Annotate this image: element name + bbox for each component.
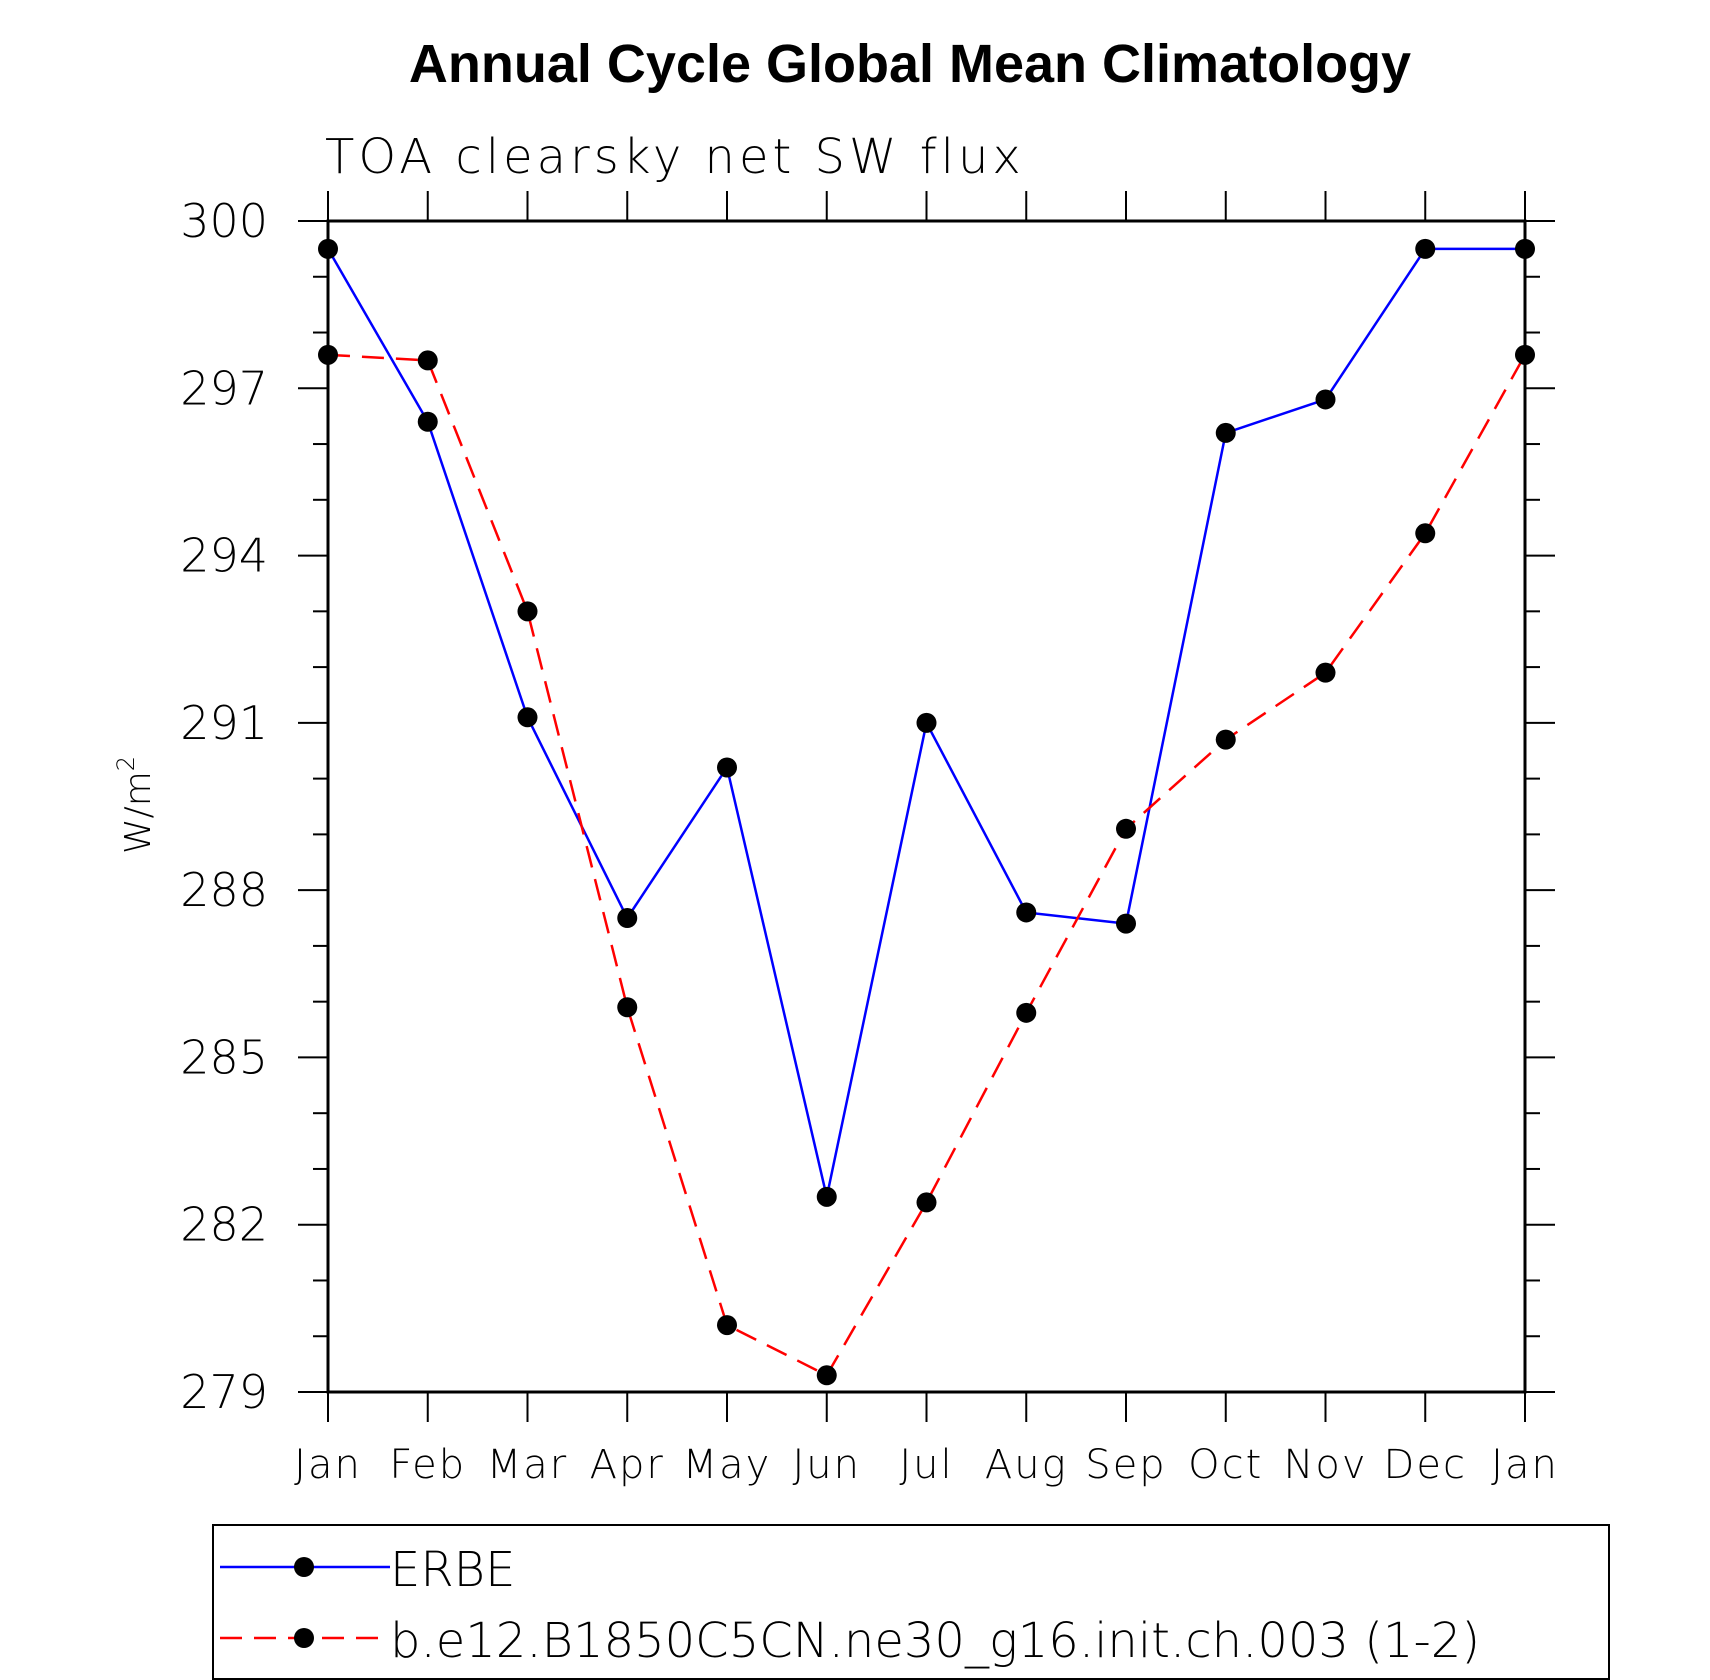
y-axis-label-superscript: 2 [112,756,140,771]
y-tick-label: 282 [180,1198,268,1252]
data-point-series-0 [1215,422,1236,443]
legend-erbe-marker [294,1557,314,1577]
axis-ticks [298,191,1555,1422]
chart-title: Annual Cycle Global Mean Climatology [409,34,1411,94]
y-tick-label: 300 [180,194,268,248]
x-tick-label: Jun [793,1442,862,1488]
data-point-series-0 [717,757,737,778]
data-point-series-1 [617,997,638,1018]
x-tick-label: May [683,1442,772,1488]
x-tick-labels: Jan Feb Mar Apr May Jun Jul Aug Sep Oct Nov Dec Jan [294,1442,1559,1488]
x-tick-label: Jan [294,1442,362,1488]
data-point-series-0 [1315,389,1336,410]
data-point-series-1 [816,1365,837,1386]
x-tick-label: Jul [899,1442,953,1488]
legend-box [212,1524,1610,1680]
data-point-series-0 [816,1186,837,1207]
y-tick-label: 294 [180,529,268,583]
data-point-series-1 [1315,662,1336,683]
data-point-series-0 [1415,238,1436,259]
data-point-series-1 [417,350,438,371]
data-point-series-1 [717,1315,737,1336]
x-tick-label: Sep [1085,1442,1166,1488]
series-layer [318,238,1535,1386]
legend-model-marker [294,1628,314,1648]
data-point-series-0 [517,707,538,728]
series-line-1 [327,353,1527,1377]
legend: ERBE b.e12.B1850C5CN.ne30_g16.init.ch.00… [212,1524,1610,1680]
legend-erbe-label: ERBE [390,1542,515,1598]
data-point-series-0 [417,411,438,432]
y-tick-label: 297 [180,361,268,415]
svg-text:W/m2: W/m2 [112,756,159,854]
data-point-series-0 [916,712,937,733]
x-tick-label: Oct [1188,1442,1263,1488]
data-point-series-1 [1016,1002,1037,1023]
y-tick-labels: 279 282 285 288 291 294 297 300 [180,194,268,1419]
data-point-series-0 [1016,902,1037,923]
data-point-series-1 [916,1192,937,1213]
x-tick-label: Dec [1384,1442,1467,1488]
legend-model-label: b.e12.B1850C5CN.ne30_g16.init.ch.003 (1-… [390,1613,1480,1669]
x-tick-label: Feb [389,1442,466,1488]
y-tick-label: 288 [180,863,268,917]
x-tick-label: Jan [1491,1442,1559,1488]
y-axis-label: W/m2 [112,756,159,854]
y-tick-label: 279 [180,1365,268,1419]
data-point-series-1 [517,601,538,622]
plot-frame [326,219,1527,1394]
y-tick-label: 291 [180,696,268,750]
data-point-series-1 [1415,523,1436,544]
data-point-series-1 [1116,818,1136,839]
data-point-series-1 [1215,729,1236,750]
x-tick-label: Aug [985,1442,1068,1488]
y-tick-label: 285 [180,1030,268,1084]
x-tick-label: Nov [1283,1442,1367,1488]
y-axis-label-text: W/m [118,771,159,854]
x-tick-label: Mar [487,1442,568,1488]
data-point-series-0 [617,908,638,929]
chart-subtitle: TOA clearsky net SW flux [325,129,1025,185]
x-tick-label: Apr [590,1442,665,1488]
data-point-series-0 [1116,913,1136,934]
